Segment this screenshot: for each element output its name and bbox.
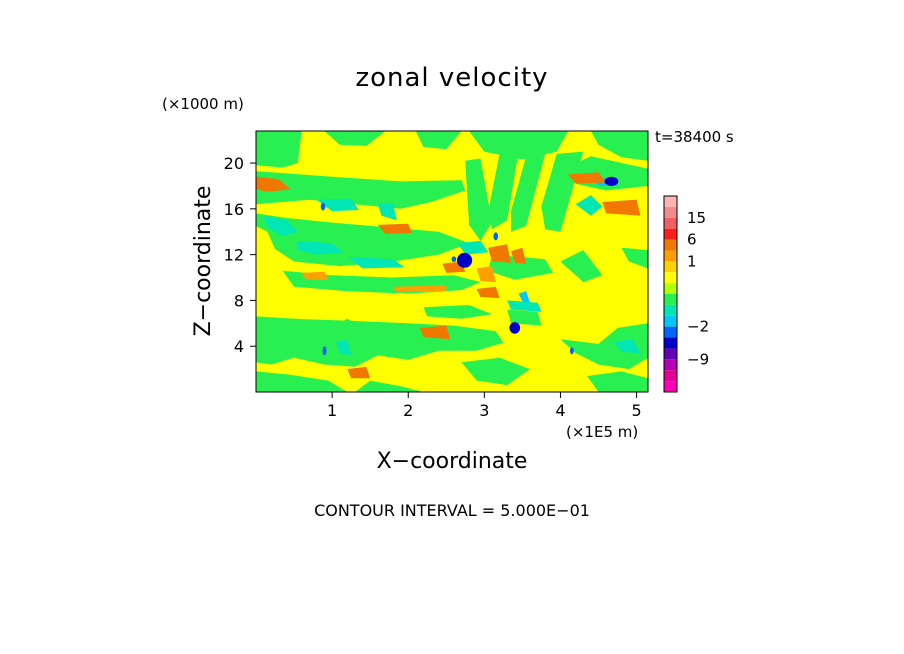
x-axis-label: X−coordinate <box>377 449 528 474</box>
y-tick-label: 4 <box>234 337 244 356</box>
contour-region-28 <box>316 198 359 212</box>
colorbar-swatch <box>664 337 677 349</box>
contour-region-2 <box>415 131 462 150</box>
x-tick-label: 5 <box>631 401 641 420</box>
x-unit-label: (×1E5 m) <box>566 423 638 441</box>
colorbar-swatch <box>664 228 677 240</box>
contour-region-29 <box>377 203 397 221</box>
contour-region-9 <box>541 151 584 232</box>
y-tick-label: 12 <box>224 246 244 265</box>
contour-region-33 <box>457 240 489 255</box>
x-tick-label: 3 <box>479 401 489 420</box>
contour-region-48 <box>476 266 496 283</box>
contour-core-52 <box>509 322 521 334</box>
y-axis-label: Z−coordinate <box>191 186 216 337</box>
colorbar-swatch <box>664 381 677 392</box>
colorbar-swatch <box>664 261 677 273</box>
contour-interval-note: CONTOUR INTERVAL = 5.000E−01 <box>314 501 590 520</box>
contour-region-4 <box>590 131 648 161</box>
contour-region-34 <box>613 339 641 354</box>
contour-region-27 <box>347 256 405 269</box>
contour-region-16 <box>461 357 530 386</box>
contour-core-51 <box>451 256 457 263</box>
colorbar-swatch <box>664 326 677 338</box>
time-label: t=38400 s <box>655 128 734 146</box>
contour-region-8 <box>511 153 546 232</box>
y-axis-ticks: 4 8 12 16 20 <box>224 154 256 356</box>
colorbar-swatch <box>664 315 677 327</box>
colorbar-label: −2 <box>687 318 709 336</box>
contour-core-57 <box>569 347 574 355</box>
contour-region-31 <box>335 339 352 356</box>
colorbar-label: 15 <box>687 209 706 227</box>
colorbar-swatch <box>664 294 677 305</box>
contour-region-46 <box>476 286 500 299</box>
contour-region-47 <box>393 285 447 293</box>
contour-fields <box>256 131 648 392</box>
contour-region-44 <box>347 366 371 379</box>
x-tick-label: 2 <box>403 401 413 420</box>
contour-region-40 <box>488 244 511 263</box>
contour-core-56 <box>493 232 499 241</box>
contour-core-54 <box>322 346 327 356</box>
contour-region-15 <box>355 380 424 392</box>
x-tick-label: 1 <box>327 401 337 420</box>
contour-region-37 <box>256 176 291 192</box>
chart-title: zonal velocity <box>355 63 548 93</box>
contour-region-11 <box>256 213 470 267</box>
contour-region-14 <box>256 371 348 392</box>
contour-region-22 <box>507 309 542 326</box>
colorbar-labels: 15 6 1 −2 −9 <box>687 209 709 369</box>
colorbar <box>663 195 678 393</box>
contour-region-45 <box>419 325 451 340</box>
colorbar-swatch <box>664 272 677 284</box>
contour-region-18 <box>587 371 648 392</box>
contour-region-26 <box>297 240 344 255</box>
colorbar-swatch <box>664 348 677 360</box>
contour-region-23 <box>621 247 648 269</box>
colorbar-swatch <box>664 196 677 207</box>
contour-region-25 <box>263 215 298 237</box>
contour-region-17 <box>560 323 648 370</box>
colorbar-swatch <box>664 304 677 316</box>
y-unit-label: (×1000 m) <box>162 95 244 113</box>
plot-area <box>256 131 648 392</box>
contour-region-1 <box>324 131 386 146</box>
x-axis-ticks: 1 2 3 4 5 <box>327 392 642 420</box>
contour-region-32 <box>575 195 603 216</box>
colorbar-swatch <box>664 250 677 262</box>
plot-frame <box>255 130 649 393</box>
contour-region-21 <box>423 305 492 319</box>
contour-region-41 <box>511 247 527 264</box>
contour-core-50 <box>456 252 473 268</box>
colorbar-swatch <box>664 283 677 294</box>
contour-region-6 <box>465 158 492 241</box>
contour-region-0 <box>256 131 302 168</box>
contour-region-3 <box>469 131 569 160</box>
contour-region-49 <box>301 271 329 280</box>
y-tick-label: 16 <box>224 200 244 219</box>
contour-region-43 <box>602 199 641 216</box>
contour-core-55 <box>320 202 326 211</box>
colorbar-swatch <box>664 239 677 251</box>
y-tick-label: 8 <box>234 291 244 310</box>
colorbar-swatch <box>664 359 677 371</box>
colorbar-label: 6 <box>687 231 697 249</box>
colorbar-swatch <box>664 206 677 218</box>
contour-region-30 <box>507 300 542 312</box>
colorbar-swatch <box>664 370 677 382</box>
contour-region-38 <box>377 223 412 234</box>
colorbar-label: −9 <box>687 350 709 368</box>
colorbar-frame <box>663 195 678 393</box>
contour-core-53 <box>604 176 619 186</box>
y-tick-label: 20 <box>224 154 244 173</box>
colorbar-swatch <box>664 217 677 229</box>
contour-region-42 <box>568 172 607 184</box>
contour-region-5 <box>256 171 466 209</box>
colorbar-label: 1 <box>687 252 697 270</box>
contour-region-7 <box>488 151 519 230</box>
x-tick-label: 4 <box>555 401 565 420</box>
contour-region-19 <box>560 250 603 283</box>
